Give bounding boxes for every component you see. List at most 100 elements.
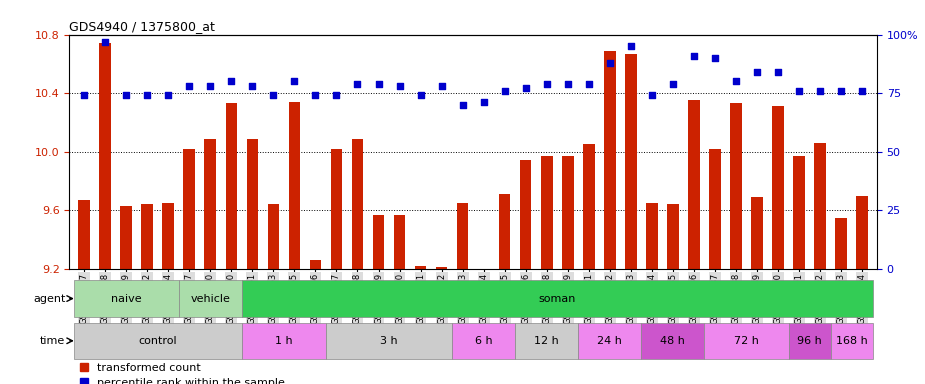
Bar (436, 267, 448, 269)
Point (287, 78, 302, 84)
Bar (163, 203, 174, 269)
Bar (99, 43, 111, 269)
Bar (789, 323, 831, 359)
Bar (226, 103, 237, 269)
Bar (183, 149, 195, 269)
Bar (142, 204, 153, 269)
Text: soman: soman (538, 293, 576, 304)
Bar (373, 215, 384, 269)
Bar (515, 323, 578, 359)
Bar (541, 156, 552, 269)
Point (434, 83, 449, 89)
Text: 12 h: 12 h (535, 336, 559, 346)
Bar (578, 323, 641, 359)
Bar (74, 323, 241, 359)
Point (645, 93, 660, 99)
Point (498, 88, 512, 94)
Text: GDS4940 / 1375800_at: GDS4940 / 1375800_at (69, 20, 216, 33)
Text: 6 h: 6 h (475, 336, 492, 346)
Bar (705, 323, 789, 359)
Point (350, 81, 364, 87)
Bar (74, 280, 179, 317)
Point (161, 93, 176, 99)
Point (623, 43, 638, 50)
Point (182, 83, 197, 89)
Bar (794, 156, 805, 269)
Bar (310, 260, 321, 269)
Point (245, 83, 260, 89)
Bar (326, 323, 452, 359)
Text: naive: naive (111, 293, 142, 304)
Bar (709, 149, 721, 269)
Text: vehicle: vehicle (191, 293, 230, 304)
Bar (688, 101, 699, 269)
Point (771, 69, 785, 75)
Bar (179, 280, 241, 317)
Text: 96 h: 96 h (797, 336, 822, 346)
Bar (641, 323, 705, 359)
Bar (499, 194, 511, 269)
Bar (241, 323, 326, 359)
Point (98, 38, 113, 45)
Point (665, 81, 680, 87)
Bar (267, 204, 279, 269)
Text: 48 h: 48 h (660, 336, 685, 346)
Point (749, 69, 764, 75)
Point (203, 83, 217, 89)
Point (708, 55, 722, 61)
Point (686, 53, 701, 59)
Text: 24 h: 24 h (598, 336, 623, 346)
Bar (120, 206, 132, 269)
Bar (352, 139, 364, 269)
Point (371, 81, 386, 87)
Text: 72 h: 72 h (734, 336, 758, 346)
Bar (583, 144, 595, 269)
Bar (835, 218, 847, 269)
Point (582, 81, 597, 87)
Point (329, 93, 344, 99)
Bar (457, 203, 468, 269)
Bar (414, 266, 426, 269)
Point (392, 83, 407, 89)
Point (855, 88, 870, 94)
Text: agent: agent (33, 293, 66, 304)
Point (833, 88, 848, 94)
Point (539, 81, 554, 87)
Text: 1 h: 1 h (275, 336, 292, 346)
Bar (751, 197, 763, 269)
Point (813, 88, 828, 94)
Bar (241, 280, 872, 317)
Point (224, 78, 239, 84)
Text: 168 h: 168 h (836, 336, 868, 346)
Point (266, 93, 281, 99)
Bar (520, 161, 532, 269)
Point (413, 93, 428, 99)
Point (308, 93, 323, 99)
Point (118, 93, 133, 99)
Bar (814, 143, 826, 269)
Bar (604, 51, 616, 269)
Bar (625, 54, 636, 269)
Bar (289, 102, 301, 269)
Bar (857, 195, 868, 269)
Point (77, 93, 92, 99)
Bar (79, 200, 90, 269)
Point (518, 85, 533, 91)
Text: 3 h: 3 h (380, 336, 398, 346)
Bar (646, 203, 658, 269)
Bar (247, 139, 258, 269)
Point (602, 60, 617, 66)
Text: time: time (40, 336, 66, 346)
Point (792, 88, 807, 94)
Point (476, 99, 491, 106)
Legend: transformed count, percentile rank within the sample: transformed count, percentile rank withi… (75, 358, 290, 384)
Point (455, 102, 470, 108)
Bar (204, 139, 216, 269)
Point (561, 81, 575, 87)
Bar (330, 149, 342, 269)
Bar (394, 215, 405, 269)
Bar (730, 103, 742, 269)
Point (140, 93, 154, 99)
Bar (452, 323, 515, 359)
Point (729, 78, 744, 84)
